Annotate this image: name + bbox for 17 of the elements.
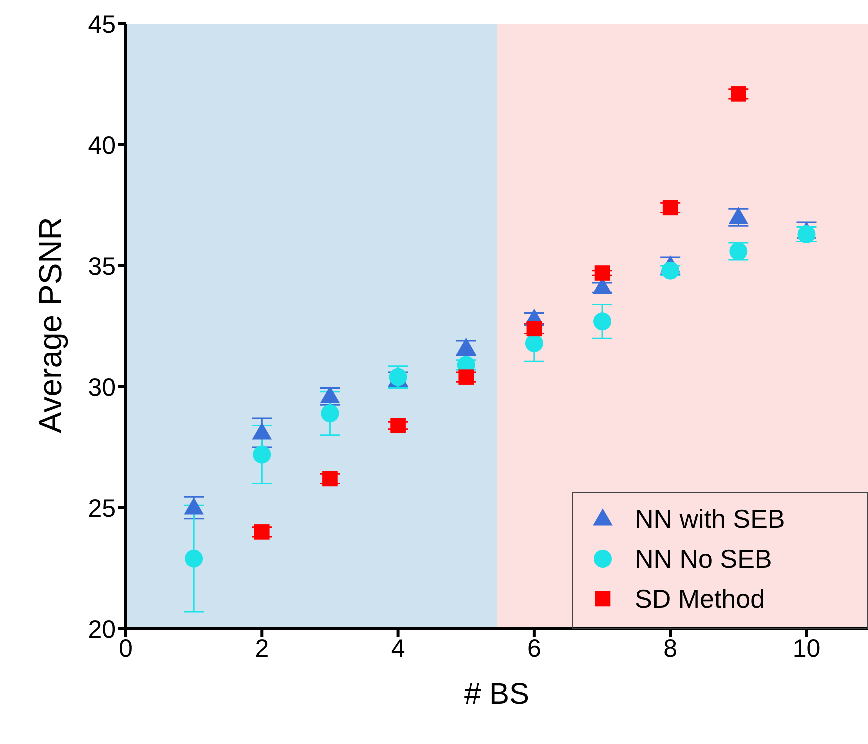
y-tick-label: 30	[88, 374, 116, 402]
x-tick-label: 4	[391, 634, 406, 663]
legend-label: NN No SEB	[635, 544, 772, 574]
legend-label: NN with SEB	[635, 504, 786, 534]
x-tick-label: 6	[527, 634, 542, 663]
y-tick-label: 45	[88, 10, 116, 39]
y-tick-label: 20	[88, 616, 116, 644]
y-tick-label: 25	[88, 494, 116, 523]
x-tick-label: 10	[792, 634, 821, 663]
legend-label: SD Method	[635, 584, 766, 614]
x-tick-label: 8	[664, 634, 678, 663]
y-tick-label: 35	[88, 252, 116, 281]
y-tick-label: 40	[88, 132, 116, 160]
x-tick-label: 0	[119, 634, 133, 663]
y-axis-title: Average PSNR	[32, 217, 68, 434]
x-tick-label: 2	[255, 634, 270, 663]
x-axis-title: # BS	[464, 678, 530, 711]
